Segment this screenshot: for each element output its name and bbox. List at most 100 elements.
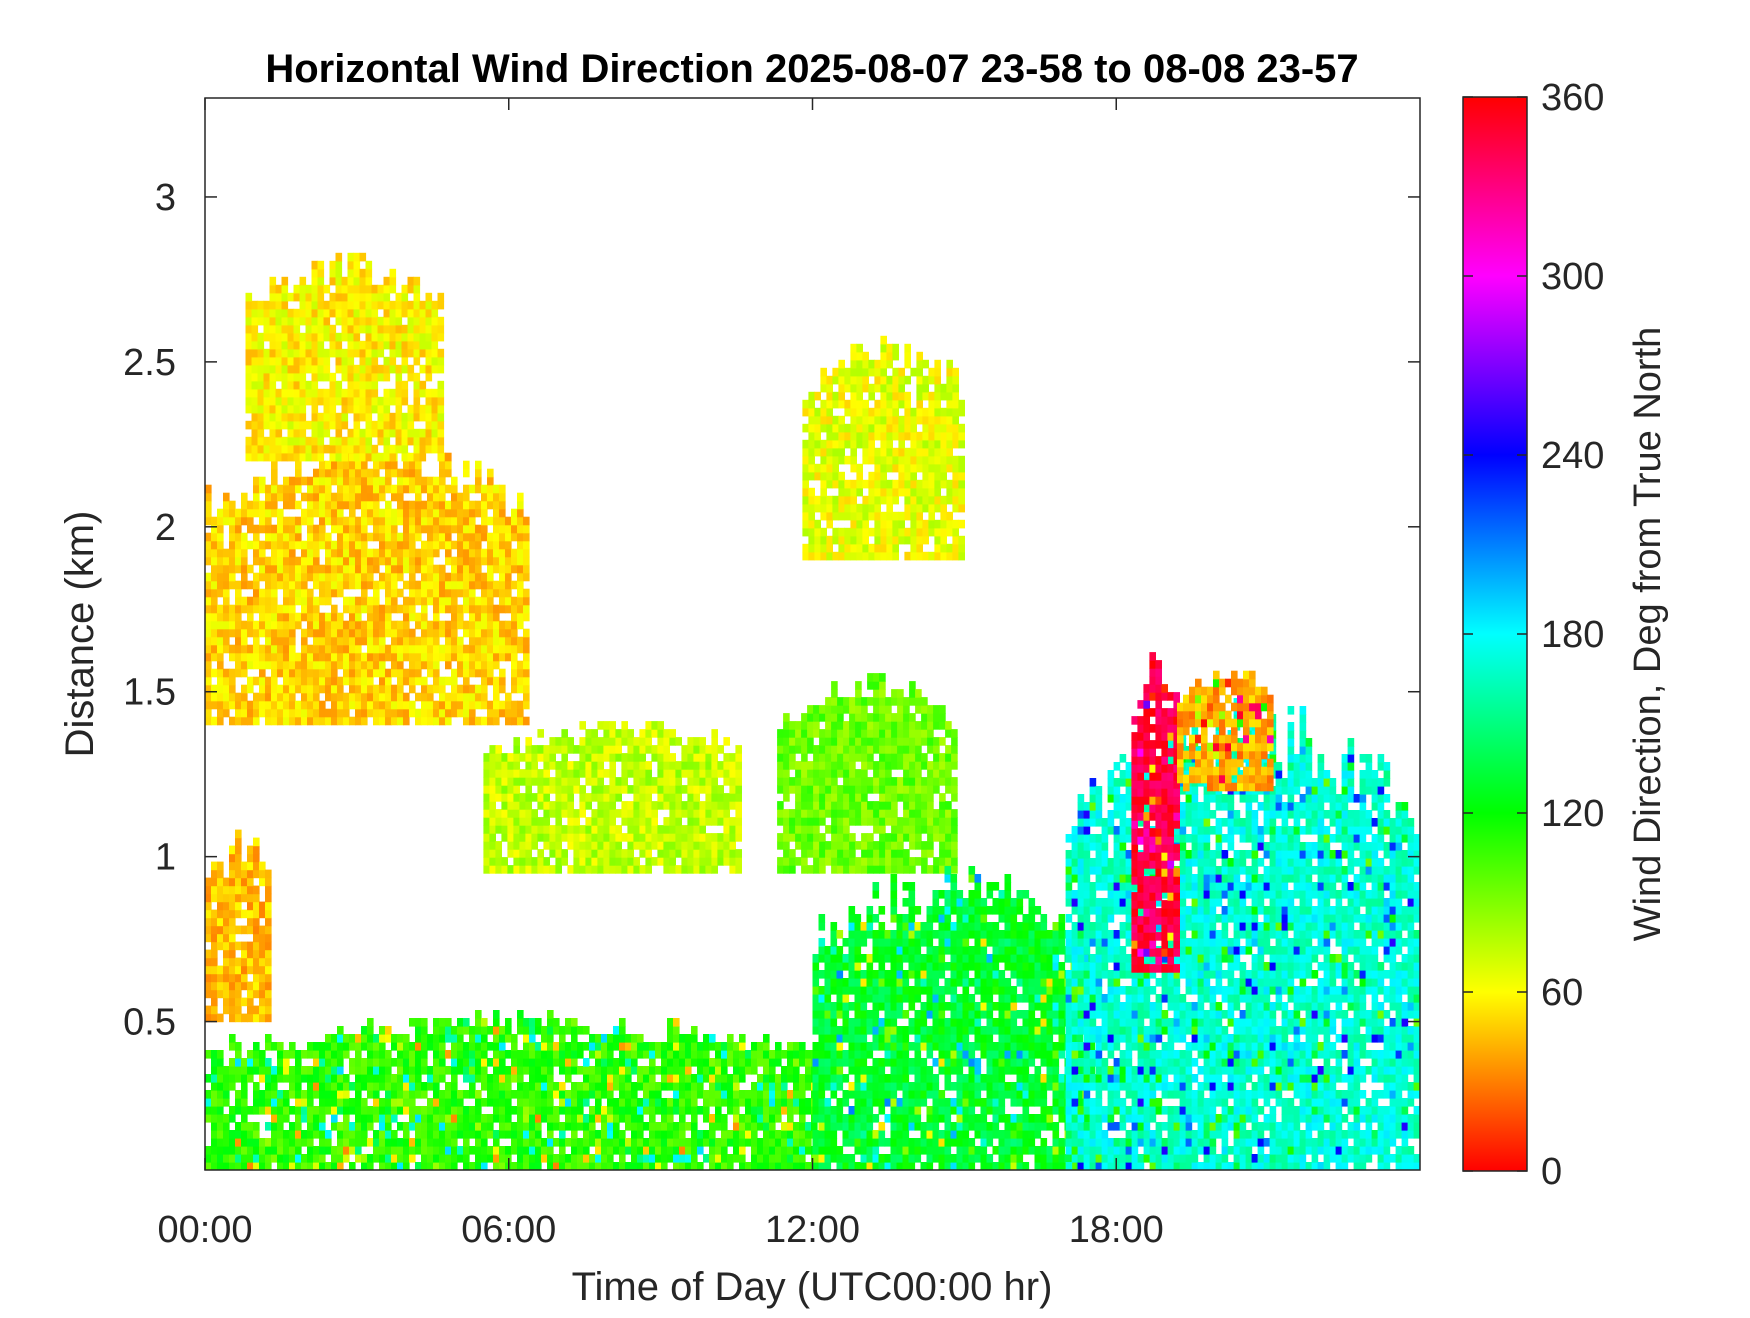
heatmap-cell [645,817,652,826]
heatmap-cell [415,596,422,606]
heatmap-cell [519,753,526,762]
heatmap-cell [603,745,610,754]
heatmap-cell [409,564,416,574]
heatmap-cell [311,364,319,374]
heatmap-cell [325,676,332,686]
heatmap-cell [904,535,911,545]
heatmap-cell [481,484,488,494]
heatmap-cell [307,556,314,566]
heatmap-cell [603,793,610,802]
heatmap-cell [347,404,355,414]
heatmap-cell [277,516,284,526]
heatmap-cell [681,785,688,794]
heatmap-cell [928,455,935,465]
heatmap-cell [958,407,965,417]
heatmap-cell [669,785,676,794]
heatmap-cell [838,455,845,465]
heatmap-cell [525,801,532,810]
heatmap-cell [403,604,410,614]
heatmap-cell [934,375,941,385]
heatmap-cell [395,412,403,422]
heatmap-cell [265,636,272,646]
heatmap-cell [419,300,427,310]
heatmap-cell [289,564,296,574]
heatmap-cell [880,375,887,385]
heatmap-cell [307,676,314,686]
heatmap-layer [205,252,1420,1170]
heatmap-cell [217,1058,224,1067]
heatmap-cell [825,825,832,834]
heatmap-cell [395,324,403,334]
heatmap-cell [289,596,296,606]
heatmap-cell [361,604,368,614]
heatmap-cell [353,252,361,262]
heatmap-cell [253,925,260,935]
heatmap-cell [511,1050,518,1059]
heatmap-cell [483,793,490,802]
heatmap-cell [934,423,941,433]
heatmap-cell [633,793,640,802]
heatmap-cell [241,1114,248,1123]
heatmap-cell [861,801,868,810]
heatmap-cell [675,769,682,778]
heatmap-cell [525,761,532,770]
heatmap-cell [868,471,875,481]
heatmap-cell [217,572,224,582]
heatmap-cell [331,660,338,670]
heatmap-cell [433,612,440,622]
heatmap-cell [415,644,422,654]
heatmap-cell [253,508,260,518]
heatmap-cell [475,628,482,638]
heatmap-cell [862,399,869,409]
heatmap-cell [403,1130,410,1139]
heatmap-cell [802,527,809,537]
heatmap-cell [205,1013,212,1023]
heatmap-cell [211,572,218,582]
heatmap-cell [425,332,433,342]
heatmap-cell [289,604,296,614]
heatmap-cell [211,588,218,598]
heatmap-cell [867,817,874,826]
heatmap-cell [223,580,230,590]
heatmap-cell [445,460,452,470]
heatmap-cell [831,817,838,826]
heatmap-cell [837,817,844,826]
heatmap-cell [573,841,580,850]
heatmap-cell [543,753,550,762]
heatmap-cell [946,447,953,457]
heatmap-cell [885,857,892,866]
heatmap-cell [475,596,482,606]
heatmap-cell [801,785,808,794]
heatmap-cell [421,476,428,486]
heatmap-cell [832,551,839,561]
heatmap-cell [401,332,409,342]
heatmap-cell [469,692,476,702]
heatmap-cell [367,1114,374,1123]
heatmap-cell [421,1146,428,1155]
heatmap-cell [341,420,349,430]
heatmap-cell [259,476,266,486]
heatmap-cell [445,652,452,662]
heatmap-cell [277,580,284,590]
heatmap-cell [489,745,496,754]
heatmap-cell [343,516,350,526]
heatmap-cell [379,636,386,646]
heatmap-cell [349,620,356,630]
heatmap-cell [277,1154,284,1163]
heatmap-cell [850,543,857,553]
heatmap-cell [856,471,863,481]
heatmap-cell [705,849,712,858]
heatmap-cell [271,500,278,510]
heatmap-cell [277,684,284,694]
heatmap-cell [427,716,434,726]
heatmap-cell [301,652,308,662]
heatmap-cell [639,729,646,738]
heatmap-cell [415,708,422,718]
heatmap-cell [523,1050,530,1059]
heatmap-cell [265,1042,272,1051]
heatmap-cell [277,1098,284,1107]
heatmap-cell [867,753,874,762]
heatmap-cell [415,580,422,590]
heatmap-cell [451,1066,458,1075]
heatmap-cell [421,596,428,606]
